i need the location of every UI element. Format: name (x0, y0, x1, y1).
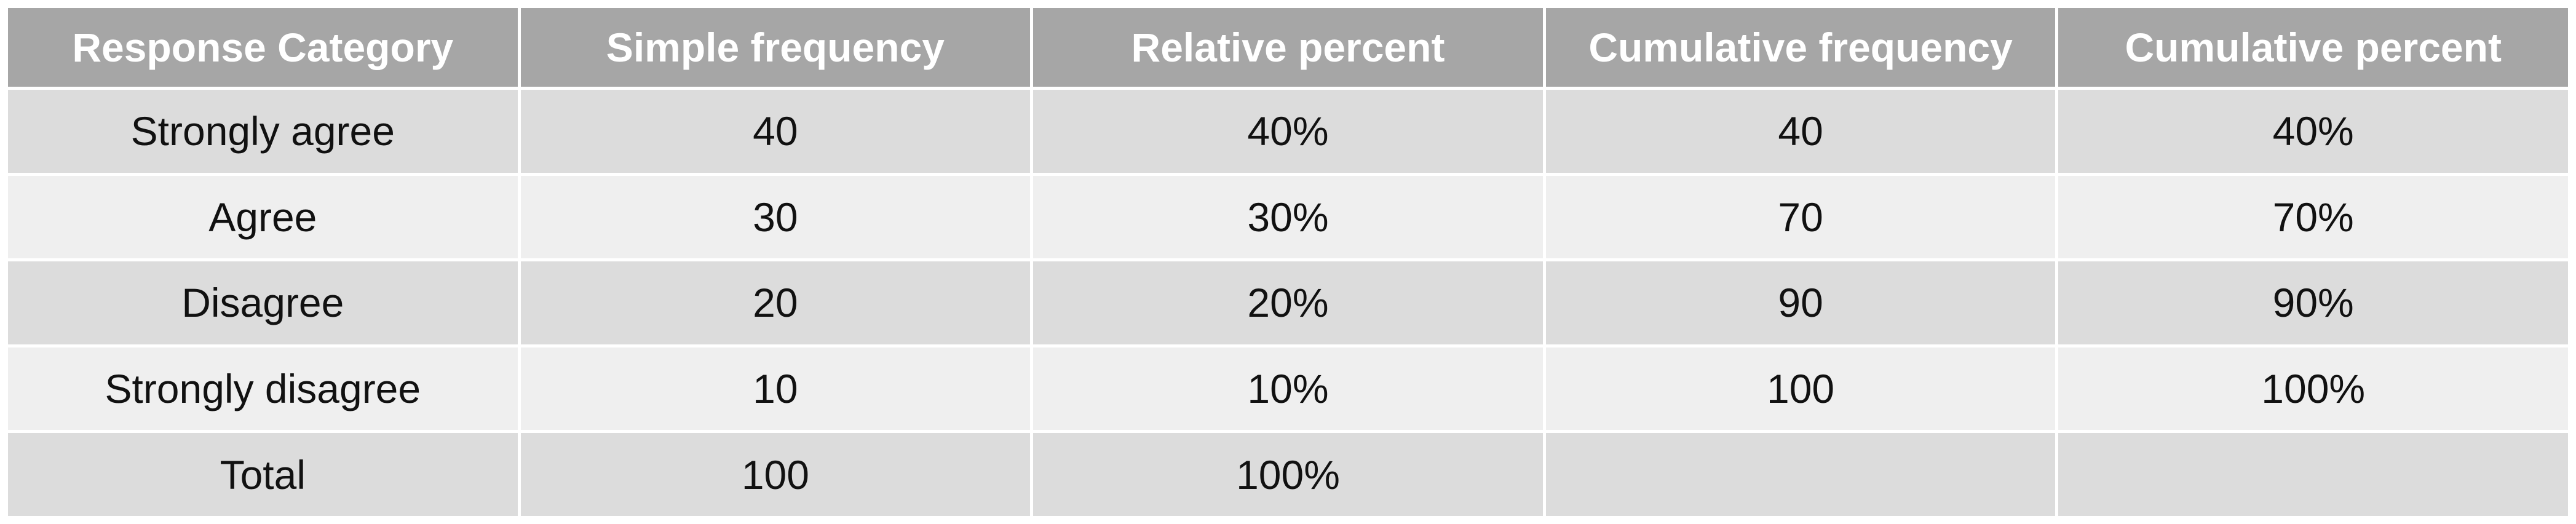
header-relative-percent: Relative percent (1033, 8, 1543, 87)
cell-simple-frequency: 10 (520, 347, 1031, 431)
cell-cumulative-percent: 70% (2058, 175, 2568, 259)
cell-cumulative-frequency: 100 (1545, 347, 2056, 431)
table-row-total: Total 100 100% (8, 433, 2568, 516)
header-response-category: Response Category (8, 8, 518, 87)
table-row: Strongly disagree 10 10% 100 100% (8, 347, 2568, 431)
cell-cumulative-percent (2058, 433, 2568, 516)
cell-cumulative-frequency: 70 (1545, 175, 2056, 259)
cell-relative-percent: 30% (1033, 175, 1543, 259)
header-simple-frequency: Simple frequency (520, 8, 1031, 87)
table-row: Disagree 20 20% 90 90% (8, 261, 2568, 344)
cell-cumulative-frequency: 40 (1545, 90, 2056, 173)
cell-relative-percent: 20% (1033, 261, 1543, 344)
header-cumulative-percent: Cumulative percent (2058, 8, 2568, 87)
cell-response-category: Agree (8, 175, 518, 259)
cell-cumulative-percent: 100% (2058, 347, 2568, 431)
cell-response-category: Disagree (8, 261, 518, 344)
cell-relative-percent: 40% (1033, 90, 1543, 173)
table-row: Strongly agree 40 40% 40 40% (8, 90, 2568, 173)
cell-simple-frequency: 20 (520, 261, 1031, 344)
cell-relative-percent: 100% (1033, 433, 1543, 516)
cell-cumulative-frequency: 90 (1545, 261, 2056, 344)
cell-simple-frequency: 100 (520, 433, 1031, 516)
cell-cumulative-percent: 40% (2058, 90, 2568, 173)
cell-simple-frequency: 30 (520, 175, 1031, 259)
cell-cumulative-percent: 90% (2058, 261, 2568, 344)
frequency-table: Response Category Simple frequency Relat… (5, 5, 2571, 519)
cell-response-category: Total (8, 433, 518, 516)
frequency-table-container: Response Category Simple frequency Relat… (5, 5, 2571, 519)
header-cumulative-frequency: Cumulative frequency (1545, 8, 2056, 87)
table-row: Agree 30 30% 70 70% (8, 175, 2568, 259)
cell-simple-frequency: 40 (520, 90, 1031, 173)
cell-response-category: Strongly agree (8, 90, 518, 173)
cell-relative-percent: 10% (1033, 347, 1543, 431)
header-row: Response Category Simple frequency Relat… (8, 8, 2568, 87)
cell-response-category: Strongly disagree (8, 347, 518, 431)
cell-cumulative-frequency (1545, 433, 2056, 516)
